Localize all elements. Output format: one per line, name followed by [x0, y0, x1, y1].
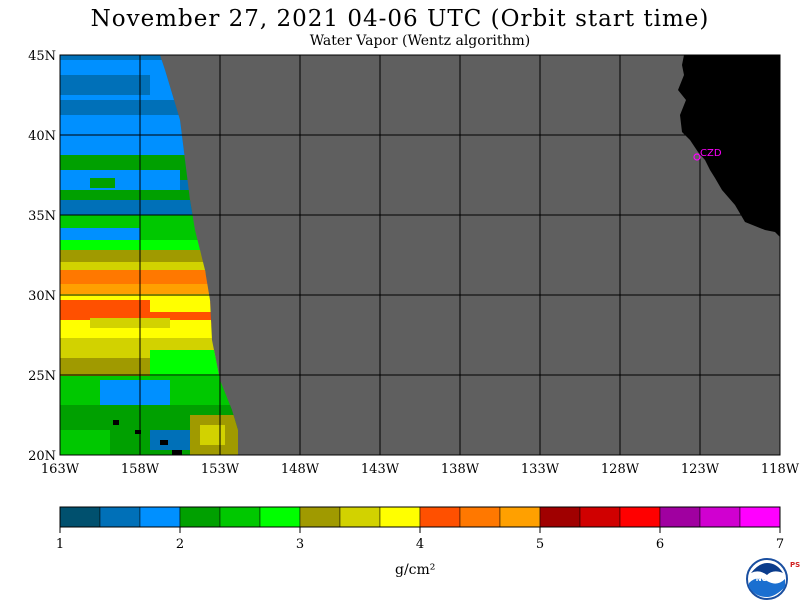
colorbar-tick-label: 3 [296, 537, 304, 552]
longitude-label: 128W [601, 462, 640, 477]
svg-text:NOAA: NOAA [756, 575, 779, 583]
island-2 [135, 430, 141, 434]
noaa-logo-icon: NOAA [746, 558, 788, 600]
colorbar-units: g/cm² [395, 562, 436, 578]
island-4 [172, 450, 182, 455]
station-marker-icon [693, 153, 701, 161]
map-frame-group: CZD [59, 54, 781, 456]
latitude-label: 45N [28, 49, 56, 64]
colorbar: 1 2 3 4 5 6 7 [56, 506, 784, 552]
latitude-label: 35N [28, 209, 56, 224]
longitude-label: 123W [681, 462, 720, 477]
colorbar-cell [139, 506, 181, 528]
colorbar-cell [739, 506, 781, 528]
map-subtitle: Water Vapor (Wentz algorithm) [309, 33, 531, 49]
longitude-label: 153W [201, 462, 240, 477]
colorbar-ticks: 1 2 3 4 5 6 7 [56, 527, 784, 552]
colorbar-cell [259, 506, 301, 528]
colorbar-cell [699, 506, 741, 528]
colorbar-tick-label: 5 [536, 537, 544, 552]
longitude-label: 158W [121, 462, 160, 477]
island-3 [160, 440, 168, 445]
colorbar-cell [339, 506, 381, 528]
map-title: November 27, 2021 04-06 UTC (Orbit start… [90, 6, 710, 32]
latitude-label: 40N [28, 129, 56, 144]
island-1 [113, 420, 119, 425]
longitude-label: 138W [441, 462, 480, 477]
colorbar-cell [379, 506, 421, 528]
longitude-label: 148W [281, 462, 320, 477]
longitude-label: 163W [41, 462, 80, 477]
colorbar-cell [299, 506, 341, 528]
colorbar-cell [459, 506, 501, 528]
psl-label: PSL [790, 561, 800, 569]
latitude-label: 30N [28, 289, 56, 304]
colorbar-cell [619, 506, 661, 528]
latitude-labels: 45N 40N 35N 30N 25N 20N [28, 49, 56, 464]
longitude-label: 118W [761, 462, 800, 477]
station-label: CZD [700, 148, 722, 159]
colorbar-tick-label: 6 [656, 537, 664, 552]
colorbar-cell [499, 506, 541, 528]
colorbar-cell [579, 506, 621, 528]
colorbar-cell [659, 506, 701, 528]
colorbar-tick-label: 2 [176, 537, 184, 552]
graticule [59, 54, 781, 456]
longitude-label: 133W [521, 462, 560, 477]
latitude-label: 25N [28, 369, 56, 384]
colorbar-cell [59, 506, 101, 528]
land-north-america [678, 55, 780, 237]
colorbar-cell [219, 506, 261, 528]
colorbar-cell [99, 506, 141, 528]
longitude-label: 143W [361, 462, 400, 477]
longitude-labels: 163W 158W 153W 148W 143W 138W 133W 128W 123W 118W [41, 462, 800, 477]
latitude-label: 20N [28, 449, 56, 464]
colorbar-tick-label: 4 [416, 537, 424, 552]
colorbar-cells [59, 506, 781, 528]
colorbar-cell [179, 506, 221, 528]
colorbar-tick-label: 1 [56, 537, 64, 552]
colorbar-cell [539, 506, 581, 528]
colorbar-cell [419, 506, 461, 528]
colorbar-tick-label: 7 [776, 537, 784, 552]
map-border [59, 54, 781, 456]
